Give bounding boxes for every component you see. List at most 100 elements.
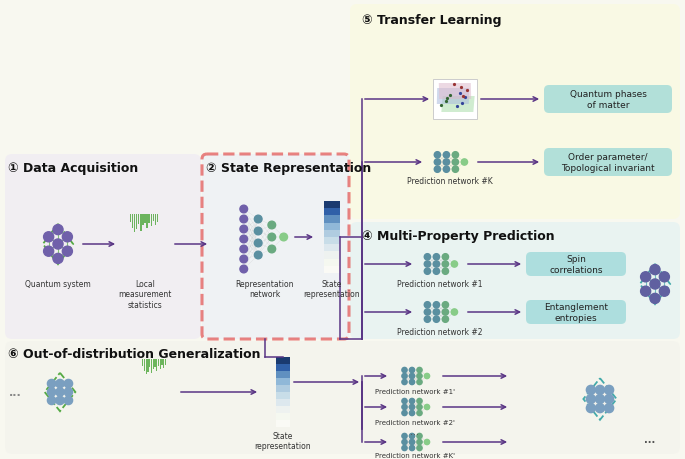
Text: Entanglement
entropies: Entanglement entropies (544, 302, 608, 322)
Circle shape (434, 159, 440, 166)
Circle shape (268, 246, 275, 253)
FancyBboxPatch shape (544, 86, 672, 114)
Bar (276, 385, 290, 392)
Circle shape (605, 395, 614, 403)
Bar (154, 359, 155, 367)
Circle shape (424, 254, 431, 260)
Circle shape (53, 254, 63, 264)
Bar (276, 364, 290, 371)
Circle shape (586, 395, 595, 403)
Circle shape (402, 398, 407, 404)
Bar (138, 214, 140, 224)
Circle shape (586, 386, 595, 395)
Bar (140, 214, 142, 231)
Text: State
representation: State representation (255, 431, 311, 450)
Circle shape (44, 232, 53, 242)
Bar (149, 359, 150, 368)
Circle shape (254, 228, 262, 235)
Circle shape (595, 403, 605, 413)
Circle shape (62, 246, 73, 257)
Text: Quantum phases
of matter: Quantum phases of matter (569, 90, 647, 109)
Text: ② State Representation: ② State Representation (206, 162, 371, 174)
Bar (155, 214, 156, 225)
Circle shape (402, 410, 407, 416)
Circle shape (410, 433, 414, 439)
Circle shape (402, 368, 407, 373)
Circle shape (254, 240, 262, 247)
Bar (324, 209, 340, 216)
Circle shape (268, 234, 275, 241)
Text: ① Data Acquisition: ① Data Acquisition (8, 162, 138, 174)
Bar (151, 214, 152, 227)
Circle shape (650, 294, 660, 304)
Circle shape (443, 302, 449, 308)
Circle shape (55, 380, 64, 388)
Bar (276, 392, 290, 399)
Bar (153, 359, 154, 369)
Text: ⑤ Transfer Learning: ⑤ Transfer Learning (362, 14, 501, 27)
Circle shape (402, 404, 407, 410)
Circle shape (64, 380, 73, 388)
Circle shape (55, 388, 64, 396)
Bar (129, 214, 131, 223)
Bar (147, 359, 149, 372)
Circle shape (451, 309, 458, 315)
Circle shape (402, 374, 407, 379)
Circle shape (410, 380, 414, 385)
Text: Spin
correlations: Spin correlations (549, 255, 603, 274)
Circle shape (425, 404, 429, 410)
Text: ...: ... (410, 426, 419, 436)
Bar (144, 359, 145, 371)
Circle shape (417, 433, 422, 439)
Circle shape (240, 206, 247, 213)
Circle shape (443, 316, 449, 323)
Bar (324, 223, 340, 230)
Bar (324, 202, 340, 209)
Circle shape (240, 266, 247, 273)
Polygon shape (437, 89, 469, 105)
Circle shape (433, 309, 440, 315)
Text: Representation
network: Representation network (236, 280, 295, 299)
Circle shape (64, 388, 73, 396)
Circle shape (640, 286, 651, 297)
Circle shape (410, 398, 414, 404)
Circle shape (650, 265, 660, 275)
Bar (149, 214, 150, 223)
Circle shape (586, 403, 595, 413)
Circle shape (433, 269, 440, 275)
FancyBboxPatch shape (5, 155, 201, 339)
Circle shape (650, 280, 660, 290)
Circle shape (417, 368, 422, 373)
Text: Prediction network #1: Prediction network #1 (397, 280, 483, 288)
Bar (156, 359, 158, 371)
Bar (324, 245, 340, 252)
Circle shape (605, 403, 614, 413)
Circle shape (402, 380, 407, 385)
Circle shape (410, 368, 414, 373)
Circle shape (410, 439, 414, 445)
Bar (157, 214, 158, 222)
Circle shape (402, 439, 407, 445)
Circle shape (240, 235, 247, 243)
Circle shape (47, 388, 55, 396)
Circle shape (410, 374, 414, 379)
Circle shape (268, 222, 275, 230)
Bar (158, 359, 159, 367)
Circle shape (452, 152, 458, 159)
FancyBboxPatch shape (5, 341, 680, 454)
FancyBboxPatch shape (202, 155, 349, 339)
Bar (136, 214, 138, 230)
Circle shape (417, 410, 422, 416)
Circle shape (443, 159, 449, 166)
FancyBboxPatch shape (544, 149, 672, 177)
Circle shape (424, 269, 431, 275)
Bar (276, 357, 290, 364)
Circle shape (254, 252, 262, 259)
Circle shape (434, 167, 440, 173)
Bar (145, 214, 146, 224)
Bar (324, 259, 340, 266)
Bar (324, 230, 340, 237)
Circle shape (55, 396, 64, 405)
Circle shape (424, 302, 431, 308)
Polygon shape (439, 84, 471, 100)
